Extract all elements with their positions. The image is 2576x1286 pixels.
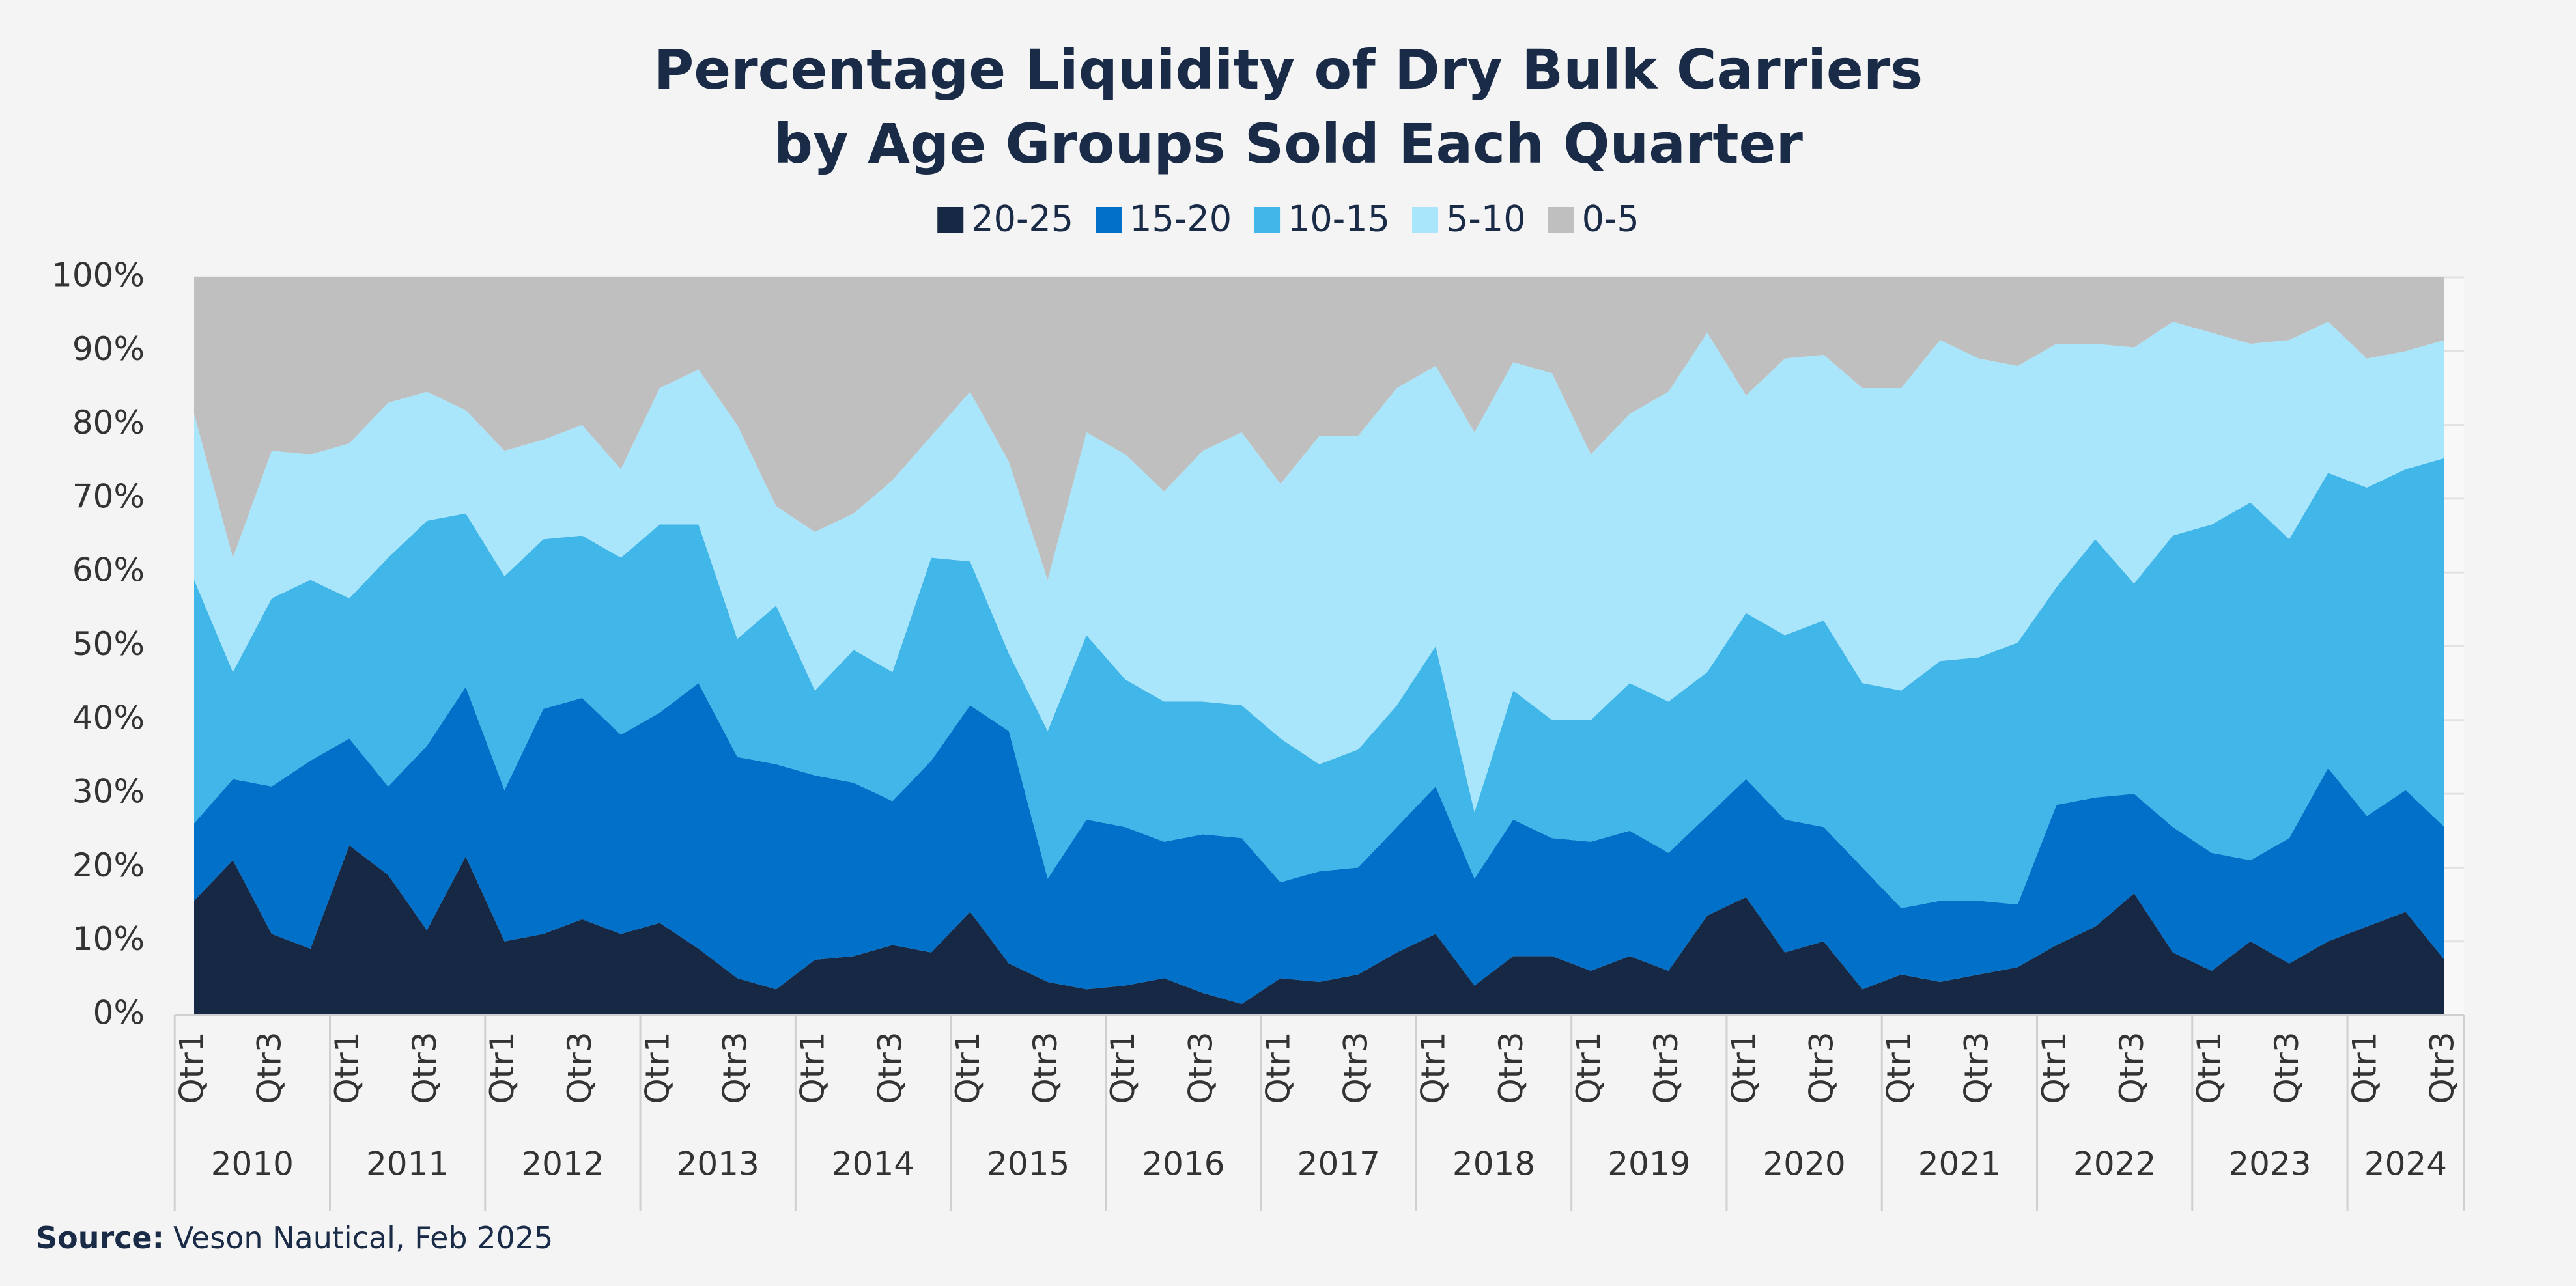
chart-title: by Age Groups Sold Each Quarter — [774, 112, 1803, 176]
x-tick-label: Qtr3 — [251, 1031, 289, 1104]
legend-label: 5-10 — [1446, 199, 1526, 240]
y-tick-label: 90% — [72, 330, 145, 368]
x-tick-label: Qtr3 — [1026, 1031, 1064, 1104]
x-tick-label: Qtr3 — [716, 1031, 754, 1104]
x-tick-label: Qtr3 — [2424, 1031, 2461, 1104]
x-tick-label: Qtr3 — [1492, 1031, 1530, 1104]
x-tick-label: Qtr1 — [1570, 1031, 1607, 1104]
x-tick-label: Qtr1 — [2345, 1031, 2383, 1104]
x-tick-label: Qtr1 — [949, 1031, 987, 1104]
y-tick-label: 40% — [72, 699, 145, 736]
x-tick-label: Qtr1 — [1725, 1031, 1762, 1104]
x-tick-label: Qtr1 — [1104, 1031, 1142, 1104]
x-group-label: 2019 — [1607, 1145, 1690, 1183]
x-group-label: 2013 — [677, 1145, 759, 1183]
legend-swatch — [937, 207, 964, 233]
x-tick-label: Qtr1 — [1880, 1031, 1918, 1104]
chart-title: Percentage Liquidity of Dry Bulk Carrier… — [654, 38, 1923, 102]
y-tick-label: 70% — [72, 477, 145, 515]
legend-label: 20-25 — [971, 199, 1073, 240]
source-text: Veson Nautical, Feb 2025 — [173, 1220, 553, 1255]
x-group-label: 2014 — [832, 1145, 914, 1183]
legend-swatch — [1548, 207, 1574, 233]
legend-label: 15-20 — [1129, 199, 1232, 240]
area — [194, 845, 2444, 1015]
x-group-label: 2015 — [987, 1145, 1069, 1183]
x-tick-label: Qtr1 — [173, 1031, 211, 1104]
x-tick-label: Qtr3 — [1182, 1031, 1219, 1104]
x-tick-label: Qtr1 — [1259, 1031, 1297, 1104]
y-tick-label: 60% — [72, 552, 145, 589]
source-label: Source: — [36, 1220, 164, 1255]
area — [194, 683, 2444, 1005]
x-tick-label: Qtr1 — [328, 1031, 366, 1104]
x-group-label: 2023 — [2228, 1145, 2311, 1183]
x-tick-label: Qtr3 — [561, 1031, 599, 1104]
x-tick-label: Qtr3 — [871, 1031, 909, 1104]
x-group-label: 2012 — [521, 1145, 604, 1183]
y-tick-label: 20% — [72, 846, 145, 884]
legend-swatch — [1412, 207, 1438, 233]
x-tick-label: Qtr3 — [2268, 1031, 2306, 1104]
x-tick-label: Qtr1 — [2035, 1031, 2073, 1104]
y-tick-label: 50% — [72, 625, 145, 663]
x-tick-label: Qtr3 — [1802, 1031, 1840, 1104]
x-group-label: 2020 — [1762, 1145, 1845, 1183]
x-group-label: 2024 — [2364, 1145, 2447, 1183]
legend-swatch — [1096, 207, 1122, 233]
x-tick-label: Qtr1 — [638, 1031, 676, 1104]
x-tick-label: Qtr1 — [483, 1031, 521, 1104]
area — [194, 277, 2444, 580]
x-tick-label: Qtr3 — [1958, 1031, 1996, 1104]
x-group-label: 2018 — [1452, 1145, 1535, 1183]
y-tick-label: 100% — [51, 257, 145, 294]
x-tick-label: Qtr3 — [1337, 1031, 1375, 1104]
legend-swatch — [1254, 207, 1281, 233]
y-tick-label: 0% — [93, 994, 145, 1032]
x-tick-label: Qtr3 — [1647, 1031, 1685, 1104]
source: Source: Veson Nautical, Feb 2025 — [36, 1220, 553, 1255]
x-group-label: 2010 — [211, 1145, 294, 1183]
legend-label: 0-5 — [1582, 199, 1639, 240]
x-group-label: 2011 — [366, 1145, 449, 1183]
x-tick-label: Qtr3 — [406, 1031, 444, 1104]
y-tick-label: 10% — [72, 920, 145, 958]
y-tick-label: 80% — [72, 404, 145, 441]
x-group-label: 2022 — [2073, 1145, 2156, 1183]
x-group-label: 2017 — [1297, 1145, 1380, 1183]
x-tick-label: Qtr1 — [2190, 1031, 2228, 1104]
x-group-label: 2021 — [1918, 1145, 2001, 1183]
area — [194, 321, 2444, 813]
y-tick-label: 30% — [72, 773, 145, 811]
x-tick-label: Qtr1 — [794, 1031, 832, 1104]
x-tick-label: Qtr1 — [1415, 1031, 1452, 1104]
x-group-label: 2016 — [1142, 1145, 1224, 1183]
x-tick-label: Qtr3 — [2113, 1031, 2151, 1104]
legend-label: 10-15 — [1288, 199, 1390, 240]
area — [194, 458, 2444, 908]
